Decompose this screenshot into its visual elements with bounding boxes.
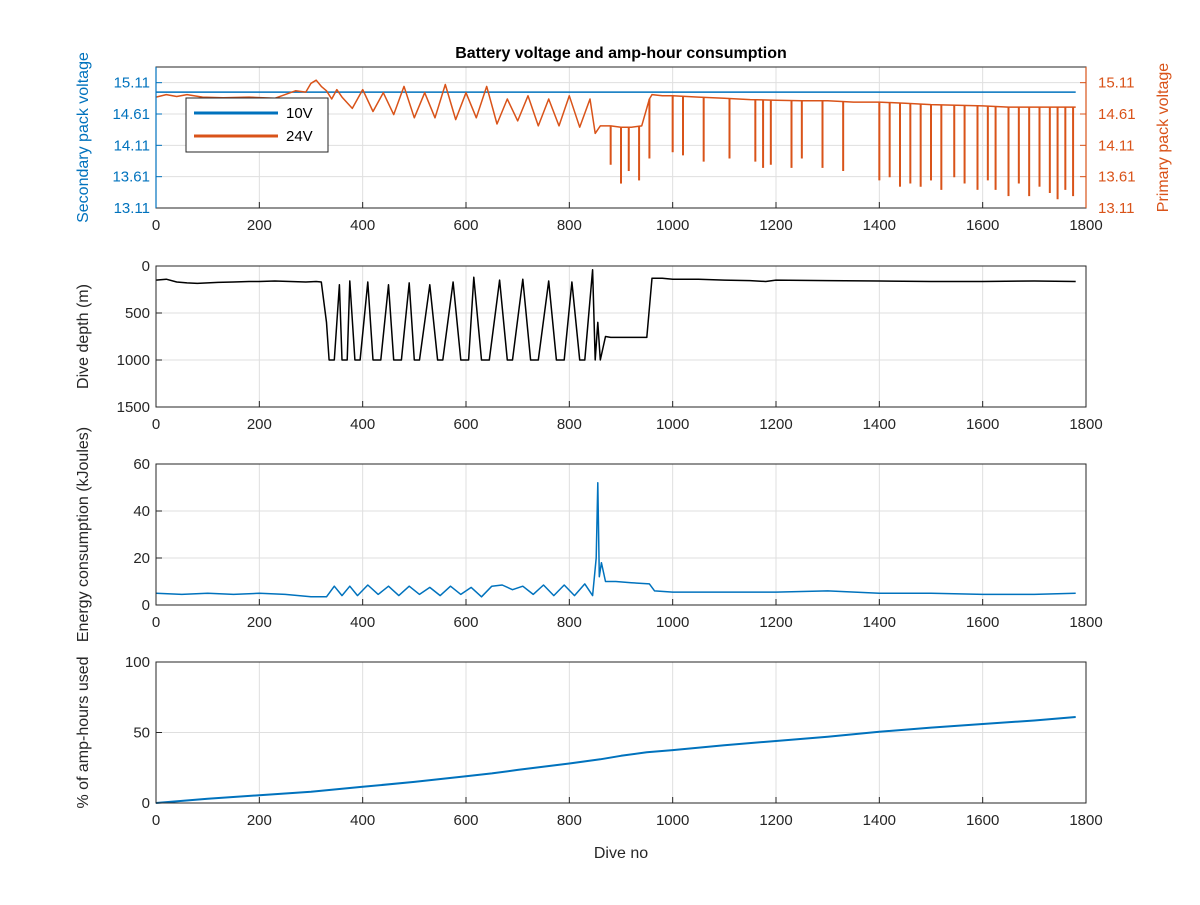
y-axis-right-label: Primary pack voltage — [1155, 63, 1172, 212]
x-tick-label: 600 — [453, 416, 478, 433]
x-tick-label: 600 — [453, 217, 478, 234]
y-tick-label: 14.61 — [112, 106, 150, 123]
y-axis-label: Energy consumption (kJoules) — [75, 427, 92, 642]
x-tick-label: 600 — [453, 614, 478, 631]
series-line-1 — [155, 482, 1076, 598]
y-right-tick-label: 14.11 — [1098, 137, 1134, 154]
y-tick-label: 50 — [133, 725, 150, 742]
x-tick-label: 1800 — [1069, 812, 1102, 829]
chart-title: Battery voltage and amp-hour consumption — [455, 45, 787, 62]
x-tick-label: 1600 — [966, 614, 999, 631]
chart-panel-1: 0 200 400 600 800 1000 1200 1400 1600 180013.1113… — [75, 52, 1172, 234]
chart-panel-4: 0 200 400 600 800 1000 1200 1400 1600 1800 0 50 100%… — [75, 654, 1103, 829]
x-tick-label: 200 — [247, 614, 272, 631]
plot-area — [156, 464, 1086, 605]
panels: 0 200 400 600 800 1000 1200 1400 1600 180013.1113… — [75, 52, 1172, 829]
chart-panel-3: 0 200 400 600 800 1000 1200 1400 1600 1800 0 20 40 60… — [75, 427, 1103, 642]
x-tick-label: 0 — [152, 416, 160, 433]
x-tick-label: 1000 — [656, 217, 689, 234]
y-right-tick-label: 15.11 — [1098, 75, 1134, 92]
y-right-tick-label: 13.61 — [1098, 169, 1136, 186]
x-tick-label: 0 — [152, 812, 160, 829]
chart-panel-2: 0 200 400 600 800 1000 1200 1400 1600 1800 0 500 100… — [75, 258, 1103, 433]
x-tick-label: 1200 — [759, 416, 792, 433]
y-tick-label: 500 — [125, 305, 150, 322]
x-tick-label: 1600 — [966, 416, 999, 433]
series-line-1 — [155, 269, 1076, 361]
x-tick-label: 0 — [152, 217, 160, 234]
x-tick-label: 800 — [557, 812, 582, 829]
y-tick-label: 15.11 — [114, 75, 150, 92]
plot-area — [156, 266, 1086, 407]
y-axis-label: % of amp-hours used — [75, 656, 92, 808]
legend-entry-2: 24V — [286, 128, 313, 145]
y-right-tick-label: 14.61 — [1098, 106, 1136, 123]
y-tick-label: 0 — [142, 258, 150, 275]
x-tick-label: 1400 — [863, 416, 896, 433]
x-tick-label: 1200 — [759, 217, 792, 234]
x-tick-label: 400 — [350, 416, 375, 433]
y-right-tick-label: 13.11 — [1098, 200, 1134, 217]
series-line-2 — [155, 79, 1076, 135]
x-axis-label: Dive no — [594, 845, 648, 862]
x-tick-label: 600 — [453, 812, 478, 829]
x-tick-label: 1600 — [966, 812, 999, 829]
legend-box — [185, 97, 329, 153]
x-tick-label: 1800 — [1069, 614, 1102, 631]
legend-entry-1: 10V — [286, 105, 313, 122]
plot-frame — [155, 265, 1087, 408]
x-tick-label: 800 — [557, 217, 582, 234]
y-tick-label: 20 — [133, 550, 150, 567]
y-tick-label: 13.61 — [112, 169, 150, 186]
y-tick-label: 13.11 — [114, 200, 150, 217]
y-tick-label: 1500 — [117, 399, 150, 416]
x-tick-label: 1800 — [1069, 416, 1102, 433]
x-tick-label: 0 — [152, 614, 160, 631]
x-tick-label: 1200 — [759, 614, 792, 631]
x-tick-label: 1600 — [966, 217, 999, 234]
y-tick-label: 1000 — [117, 352, 150, 369]
x-tick-label: 1000 — [656, 614, 689, 631]
y-tick-label: 100 — [125, 654, 150, 671]
y-tick-label: 0 — [142, 597, 150, 614]
x-tick-label: 800 — [557, 416, 582, 433]
x-tick-label: 800 — [557, 614, 582, 631]
x-tick-label: 1400 — [863, 614, 896, 631]
x-tick-label: 1000 — [656, 812, 689, 829]
x-tick-label: 400 — [350, 614, 375, 631]
y-tick-label: 60 — [133, 456, 150, 473]
x-tick-label: 1800 — [1069, 217, 1102, 234]
series-line-1 — [155, 716, 1076, 804]
x-tick-label: 1200 — [759, 812, 792, 829]
plot-frame — [155, 661, 1087, 804]
plot-frame — [155, 463, 1087, 606]
y-tick-label: 14.11 — [114, 137, 150, 154]
x-tick-label: 200 — [247, 416, 272, 433]
y-tick-label: 40 — [133, 503, 150, 520]
x-tick-label: 200 — [247, 217, 272, 234]
y-axis-label: Dive depth (m) — [75, 284, 92, 389]
x-tick-label: 400 — [350, 812, 375, 829]
x-tick-label: 1000 — [656, 416, 689, 433]
x-tick-label: 1400 — [863, 217, 896, 234]
x-tick-label: 400 — [350, 217, 375, 234]
y-tick-label: 0 — [142, 795, 150, 812]
x-tick-label: 200 — [247, 812, 272, 829]
x-tick-label: 1400 — [863, 812, 896, 829]
y-axis-label: Secondary pack voltage — [75, 52, 92, 223]
